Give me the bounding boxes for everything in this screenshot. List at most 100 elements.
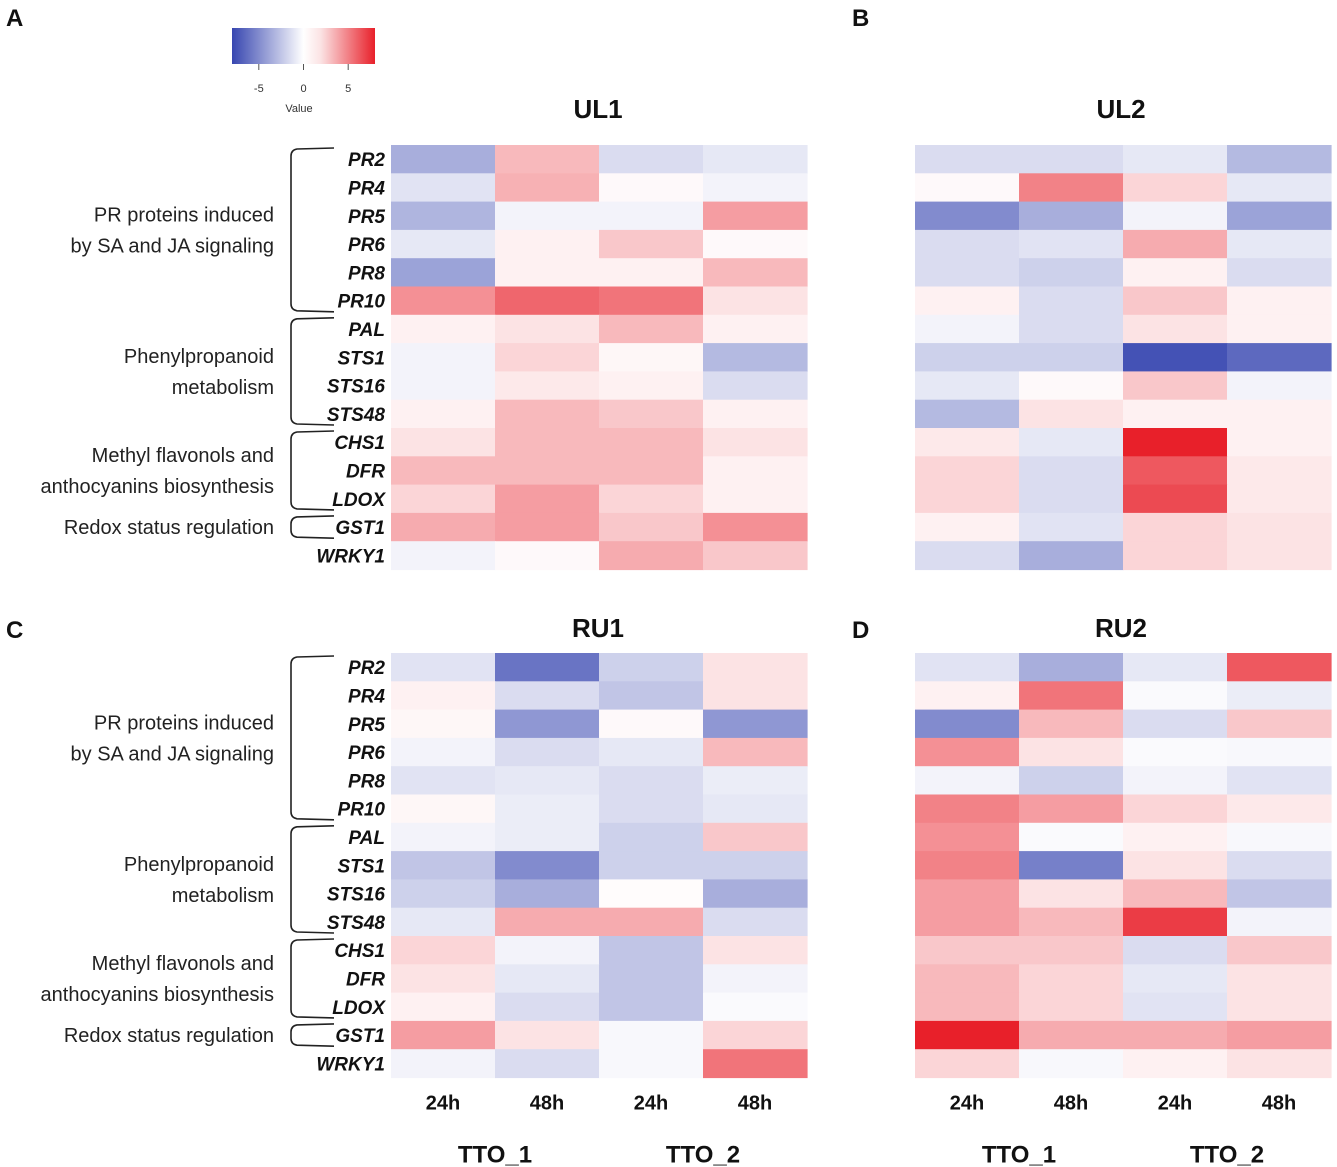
group-label: Phenylpropanoid [124, 346, 274, 368]
time-label: 24h [1158, 1093, 1192, 1115]
heatmap-cell [1019, 314, 1124, 344]
heatmap-cell [703, 1049, 808, 1079]
heatmap-cell [1019, 484, 1124, 514]
heatmap-cell [1019, 964, 1124, 994]
heatmap-cell [1019, 709, 1124, 739]
heatmap-cell [1227, 879, 1332, 909]
heatmap-cell [1123, 964, 1228, 994]
treatment-label: TTO_2 [666, 1142, 740, 1167]
time-label: 48h [1262, 1093, 1296, 1115]
heatmap-cell [599, 851, 704, 880]
heatmap-cell [495, 173, 600, 203]
heatmap-cell [391, 399, 496, 429]
heatmap-cell [1123, 314, 1228, 344]
group-label: PR proteins induced [94, 204, 274, 226]
heatmap-cell [1019, 343, 1124, 372]
gene-label: CHS1 [334, 433, 385, 454]
heatmap-cell [703, 822, 808, 852]
heatmap-cell [391, 709, 496, 739]
heatmap-cell [1123, 484, 1228, 514]
heatmap-cell [1227, 173, 1332, 203]
heatmap-cell [495, 371, 600, 401]
gene-label: GST1 [335, 1026, 385, 1047]
heatmap-cell [391, 314, 496, 344]
heatmap-cell [915, 936, 1020, 965]
heatmap-cell [495, 822, 600, 852]
heatmap-cell [495, 851, 600, 880]
heatmap-cell [1227, 992, 1332, 1022]
time-label: 48h [530, 1093, 564, 1115]
panel-ul2: B UL2 [852, 5, 1332, 571]
heatmap-cell [495, 907, 600, 937]
heatmap-cell [1019, 399, 1124, 429]
heatmap-cell [1227, 541, 1332, 571]
heatmap-cell [703, 879, 808, 909]
heatmap-cell [495, 1020, 600, 1050]
gene-label: STS1 [337, 348, 385, 369]
heatmap-cell [495, 766, 600, 796]
heatmap-cell [1227, 907, 1332, 937]
heatmap-cell [1123, 737, 1228, 767]
heatmap-cell [599, 145, 704, 174]
gene-label: PR5 [348, 715, 385, 736]
heatmap-cell [1227, 737, 1332, 767]
group-label: anthocyanins biosynthesis [41, 476, 274, 498]
heatmap-cell [915, 512, 1020, 542]
heatmap-cell [1227, 428, 1332, 457]
heatmap-cell [915, 286, 1020, 316]
heatmap-cell [495, 737, 600, 767]
heatmap-cell [391, 936, 496, 965]
heatmap-cell [599, 907, 704, 937]
group-label: by SA and JA signaling [71, 743, 274, 765]
heatmap-cell [915, 653, 1020, 682]
heatmap-cell [1227, 314, 1332, 344]
heatmap-cell [1227, 1020, 1332, 1050]
heatmap-cell [703, 541, 808, 571]
heatmap-cell [599, 737, 704, 767]
heatmap-cell [599, 229, 704, 259]
panel-letter: B [852, 5, 869, 32]
heatmap-cell [1227, 512, 1332, 542]
gene-label: STS1 [337, 856, 385, 877]
heatmap-cell [703, 1020, 808, 1050]
heatmap-cell [703, 399, 808, 429]
heatmap-cell [703, 456, 808, 486]
heatmap-cell [391, 1049, 496, 1079]
gene-label: PR10 [337, 800, 385, 821]
heatmap-cell [915, 371, 1020, 401]
heatmap-cell [599, 992, 704, 1022]
heatmap-cell [1227, 964, 1332, 994]
heatmap-cell [1123, 936, 1228, 965]
panel-ru1: C RU1 PR2 PR4 PR5 PR6 PR8 PR10 PAL STS1 STS16 STS48… [6, 613, 808, 1167]
heatmap-cell [703, 314, 808, 344]
heatmap-cell [599, 879, 704, 909]
heatmap-cell [1123, 371, 1228, 401]
heatmap-cell [599, 766, 704, 796]
gene-label: STS16 [327, 885, 386, 906]
group-bracket [290, 317, 335, 426]
heatmap-cell [915, 399, 1020, 429]
heatmap-cell [495, 484, 600, 514]
heatmap-cell [1019, 681, 1124, 711]
heatmap-cell [1019, 371, 1124, 401]
heatmap-cell [915, 709, 1020, 739]
group-bracket [290, 655, 335, 821]
heatmap-cell [703, 653, 808, 682]
heatmap-cell [1019, 737, 1124, 767]
gene-label: STS48 [327, 913, 386, 934]
heatmap-cell [915, 541, 1020, 571]
heatmap-cell [495, 653, 600, 682]
heatmap-cell [599, 258, 704, 288]
heatmap-cell [1123, 399, 1228, 429]
heatmap-cell [599, 173, 704, 203]
heatmap-cell [1123, 653, 1228, 682]
heatmap-cell [1123, 879, 1228, 909]
heatmap-cell [1019, 229, 1124, 259]
gene-label: PR2 [348, 150, 385, 171]
heatmap-cell [1019, 907, 1124, 937]
group-label: metabolism [172, 377, 274, 399]
heatmap-cell [703, 766, 808, 796]
heatmap-cell [1123, 766, 1228, 796]
heatmap-cell [703, 145, 808, 174]
